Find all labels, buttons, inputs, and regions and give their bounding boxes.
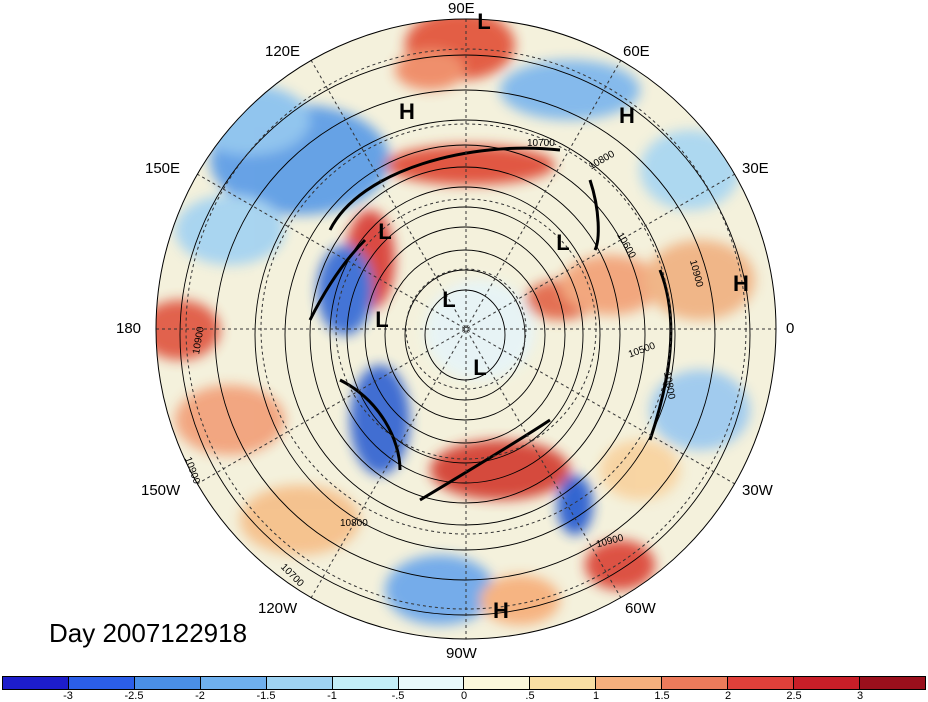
- map-border: [155, 18, 777, 640]
- colorbar-tick-label: .5: [525, 690, 535, 702]
- high-center: H: [493, 598, 509, 623]
- colorbar-segment: [3, 677, 69, 689]
- anomaly-field: [156, 19, 776, 639]
- low-center: L: [473, 355, 487, 380]
- low-center: L: [556, 230, 570, 255]
- colorbar-segment: [200, 677, 267, 689]
- low-center: L: [477, 9, 491, 34]
- high-center: H: [733, 271, 749, 296]
- low-center: L: [375, 307, 389, 332]
- colorbar-tick-label: -1: [327, 690, 337, 702]
- colorbar: [2, 676, 926, 690]
- colorbar-segment: [728, 677, 795, 689]
- colorbar-tick-label: 2.5: [786, 690, 802, 702]
- colorbar-tick-label: 1.5: [654, 690, 670, 702]
- colorbar-segment: [662, 677, 729, 689]
- lon-label-90e: 90E: [448, 0, 475, 17]
- lon-label-120w: 120W: [258, 600, 298, 617]
- colorbar-segment: [464, 677, 531, 689]
- lon-label-30e: 30E: [742, 160, 769, 177]
- lon-label-60w: 60W: [625, 600, 656, 617]
- colorbar-segment: [596, 677, 663, 689]
- colorbar-tick-label: -.5: [391, 690, 405, 702]
- colorbar-segment: [134, 677, 201, 689]
- colorbar-tick-label: -2.5: [124, 690, 144, 702]
- low-center: L: [442, 287, 456, 312]
- colorbar-tick-label: 1: [592, 690, 600, 702]
- colorbar-segment: [859, 677, 925, 689]
- colorbar-segment: [68, 677, 135, 689]
- contour-label: 10700: [527, 138, 555, 149]
- graticule: [156, 19, 776, 639]
- lon-label-90w: 90W: [446, 645, 477, 662]
- high-center: H: [619, 103, 635, 128]
- colorbar-segment: [794, 677, 860, 689]
- colorbar-segment: [398, 677, 465, 689]
- high-center: H: [399, 99, 415, 124]
- colorbar-tick-label: 3: [856, 690, 864, 702]
- contour-label: 10800: [340, 518, 368, 529]
- lon-label-30w: 30W: [742, 482, 773, 499]
- colorbar-tick-label: -1.5: [256, 690, 276, 702]
- jet-contours: [308, 146, 673, 502]
- colorbar-segment: [332, 677, 399, 689]
- lon-label-120e: 120E: [265, 43, 301, 60]
- lon-label-150w: 150W: [141, 482, 181, 499]
- colorbar-tick-label: 0: [460, 690, 468, 702]
- lon-label-150e: 150E: [145, 160, 181, 177]
- colorbar-segment: [266, 677, 333, 689]
- height-contours: [179, 54, 751, 616]
- colorbar-tick-label: -3: [63, 690, 73, 702]
- colorbar-tick-label: -2: [195, 690, 205, 702]
- plot-title: Day 2007122918: [49, 618, 248, 648]
- lon-label-0: 0: [786, 320, 795, 337]
- lon-label-60e: 60E: [623, 43, 650, 60]
- colorbar-segment: [530, 677, 597, 689]
- colorbar-tick-label: 2: [724, 690, 732, 702]
- lon-label-180: 180: [116, 320, 142, 337]
- low-center: L: [378, 219, 392, 244]
